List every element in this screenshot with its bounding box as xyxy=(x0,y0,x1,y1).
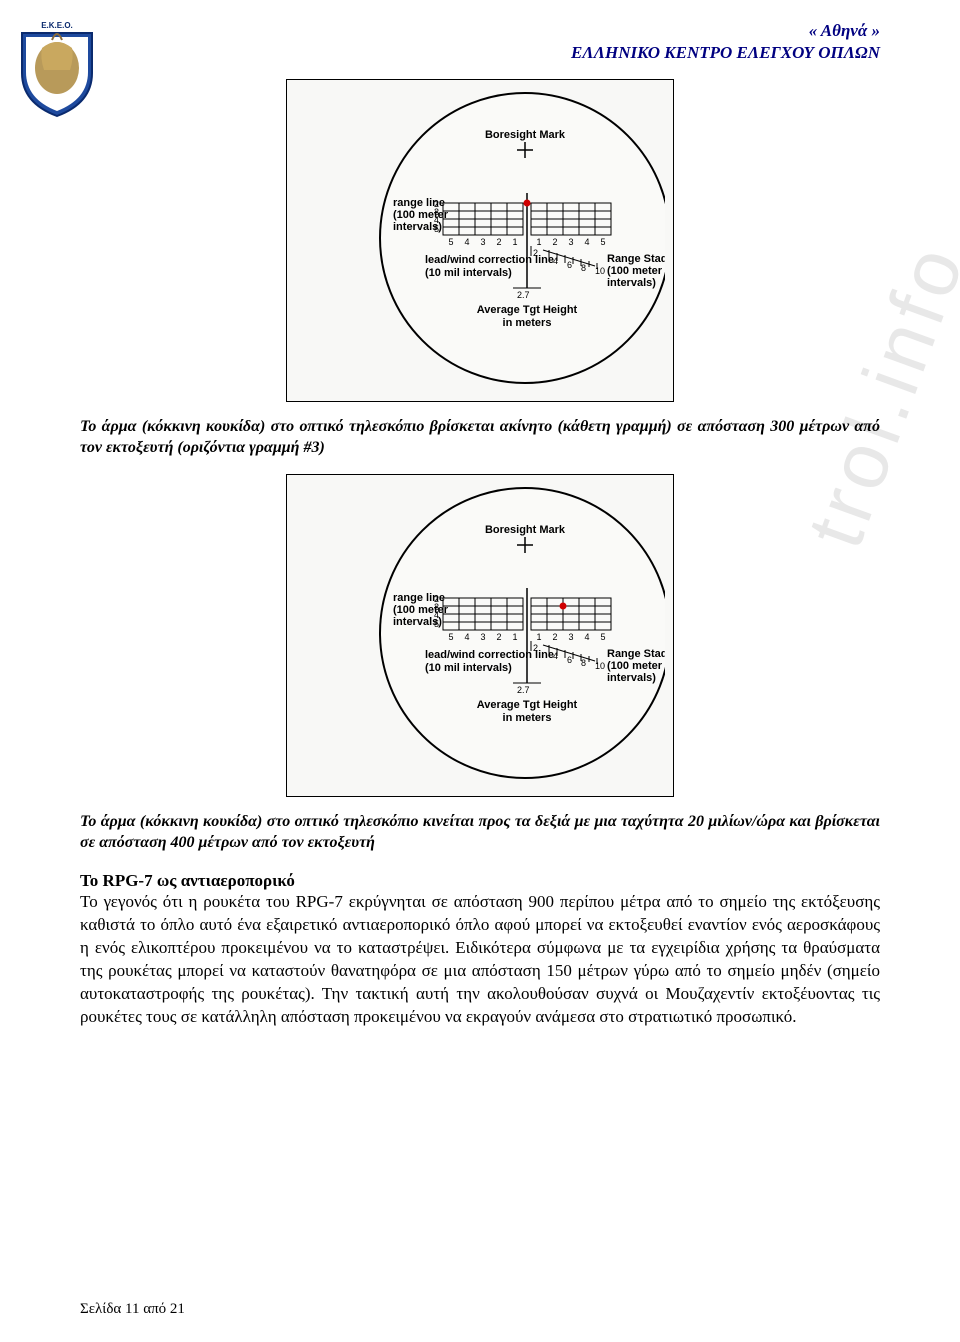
lw-tick-r1: 1 xyxy=(536,237,541,247)
lw-tick-r3b: 3 xyxy=(568,632,573,642)
stadia-label-3b: intervals) xyxy=(607,672,656,684)
lw-tick-r2: 2 xyxy=(552,237,557,247)
lw-tick-r5: 5 xyxy=(600,237,605,247)
lw-tick-r1b: 1 xyxy=(536,632,541,642)
avg-height-label-1: Average Tgt Height xyxy=(477,304,578,316)
section-body: Το γεγονός ότι η ρουκέτα του RPG-7 εκρύγ… xyxy=(80,891,880,1029)
stadia-4: 4 xyxy=(553,256,558,266)
caption-2: Το άρμα (κόκκινη κουκίδα) στο οπτικό τηλ… xyxy=(80,812,880,854)
stadia-10: 10 xyxy=(595,266,605,276)
leadwind-label-2: (10 mil intervals) xyxy=(425,267,512,279)
logo-top-text: Ε.Κ.Ε.Ο. xyxy=(41,21,73,30)
lw-tick-l2: 2 xyxy=(496,237,501,247)
lw-tick-l4: 4 xyxy=(464,237,469,247)
caption-1: Το άρμα (κόκκινη κουκίδα) στο οπτικό τηλ… xyxy=(80,417,880,459)
scope-figure-2: Boresight Mark range line (100 meter int… xyxy=(80,474,880,797)
header-subtitle: ΕΛΛΗΝΙΚΟ ΚΕΝΤΡΟ ΕΛΕΓΧΟΥ ΟΠΛΩΝ xyxy=(80,42,880,64)
lw-tick-l4b: 4 xyxy=(464,632,469,642)
scope-svg-2: Boresight Mark range line (100 meter int… xyxy=(295,483,665,783)
lw-tick-r3: 3 xyxy=(568,237,573,247)
lw-tick-r5b: 5 xyxy=(600,632,605,642)
page-footer: Σελίδα 11 από 21 xyxy=(80,1301,185,1318)
boresight-label-2: Boresight Mark xyxy=(485,524,566,536)
leadwind-label-2b: (10 mil intervals) xyxy=(425,662,512,674)
range-line-label-2: (100 meter xyxy=(393,209,449,221)
boresight-label: Boresight Mark xyxy=(485,129,566,141)
target-red-dot-1 xyxy=(524,200,531,207)
lw-tick-l1b: 1 xyxy=(512,632,517,642)
lw-tick-l1: 1 xyxy=(512,237,517,247)
lw-tick-l3b: 3 xyxy=(480,632,485,642)
stadia-label-3: intervals) xyxy=(607,277,656,289)
stadia-2: 2 xyxy=(533,248,538,258)
range-line-label-2b: (100 meter xyxy=(393,604,449,616)
avg-height-label-2b: in meters xyxy=(503,712,552,724)
stadia-2b: 2 xyxy=(533,643,538,653)
avg-height-label-2: in meters xyxy=(503,317,552,329)
section-title: Το RPG-7 ως αντιαεροπορικό xyxy=(80,871,880,891)
range-row-5: 5 xyxy=(434,224,439,234)
avg-height-value: 2.7 xyxy=(517,290,530,300)
stadia-label-1b: Range Stadia xyxy=(607,648,665,660)
stadia-10b: 10 xyxy=(595,661,605,671)
lw-tick-l5b: 5 xyxy=(448,632,453,642)
avg-height-value-b: 2.7 xyxy=(517,685,530,695)
stadia-label-1: Range Stadia xyxy=(607,253,665,265)
stadia-8: 8 xyxy=(581,263,586,273)
stadia-4b: 4 xyxy=(553,651,558,661)
scope-svg-1: Boresight Mark range line (100 meter int… xyxy=(295,88,665,388)
avg-height-label-1b: Average Tgt Height xyxy=(477,699,578,711)
lw-tick-l5: 5 xyxy=(448,237,453,247)
page-header: « Αθηνά » ΕΛΛΗΝΙΚΟ ΚΕΝΤΡΟ ΕΛΕΓΧΟΥ ΟΠΛΩΝ xyxy=(80,20,880,64)
lw-tick-r2b: 2 xyxy=(552,632,557,642)
range-row-5b: 5 xyxy=(434,619,439,629)
stadia-label-2: (100 meter xyxy=(607,265,663,277)
stadia-8b: 8 xyxy=(581,658,586,668)
header-title: « Αθηνά » xyxy=(80,20,880,42)
stadia-6b: 6 xyxy=(567,655,572,665)
lw-tick-l3: 3 xyxy=(480,237,485,247)
lw-tick-l2b: 2 xyxy=(496,632,501,642)
lw-tick-r4b: 4 xyxy=(584,632,589,642)
stadia-6: 6 xyxy=(567,260,572,270)
stadia-label-2b: (100 meter xyxy=(607,660,663,672)
lw-tick-r4: 4 xyxy=(584,237,589,247)
target-red-dot-2 xyxy=(560,602,567,609)
scope-figure-1: Boresight Mark range line (100 meter int… xyxy=(80,79,880,402)
